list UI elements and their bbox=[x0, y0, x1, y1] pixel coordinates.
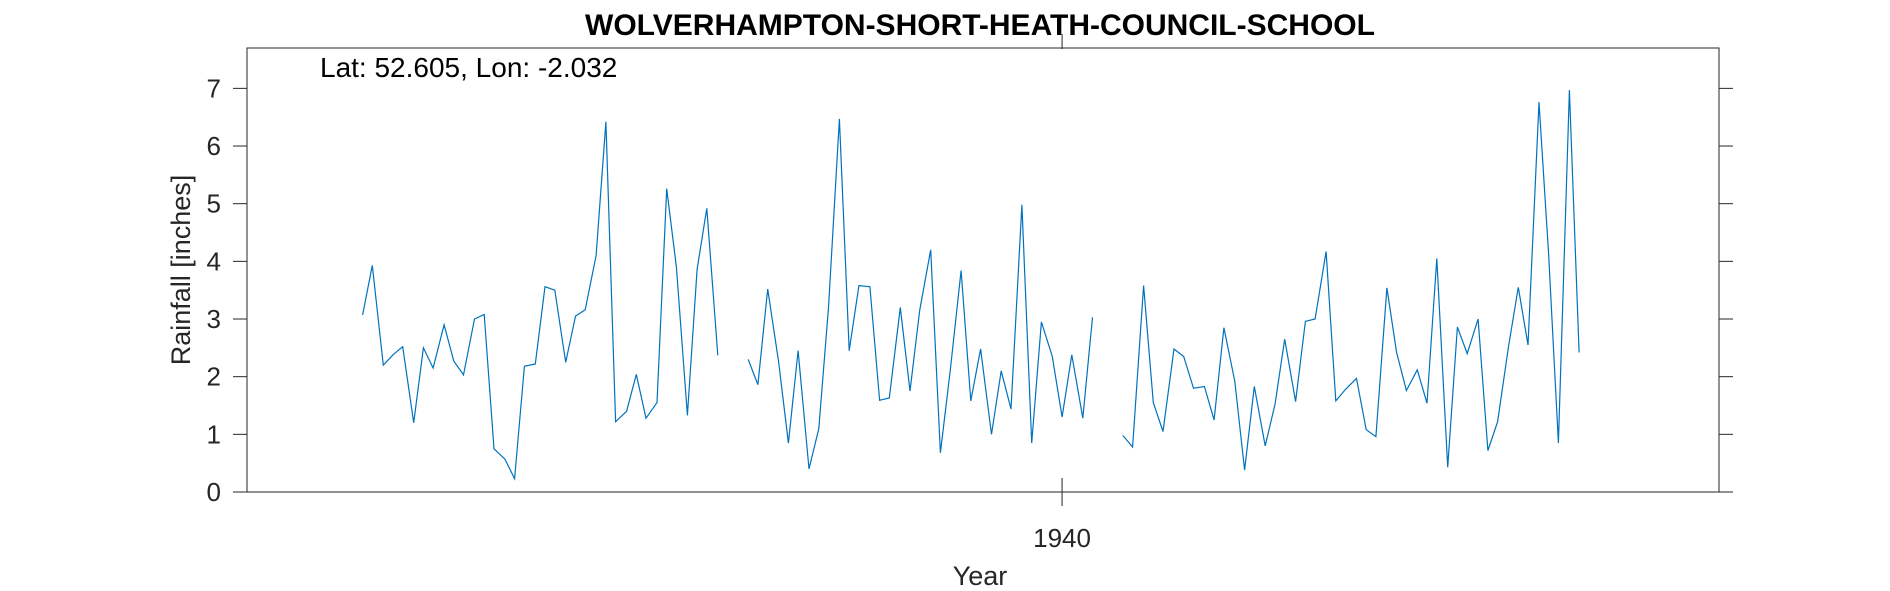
x-axis-label: Year bbox=[953, 561, 1008, 591]
y-tick-label: 6 bbox=[207, 131, 221, 161]
y-tick-label: 3 bbox=[207, 304, 221, 334]
y-tick-label: 5 bbox=[207, 189, 221, 219]
plot-area bbox=[246, 47, 1720, 493]
y-axis-label: Rainfall [inches] bbox=[166, 175, 196, 366]
axis-ticks bbox=[233, 34, 1733, 506]
series-line-segment bbox=[362, 121, 719, 481]
series-line-segment bbox=[747, 118, 1094, 470]
x-tick-label: 1940 bbox=[1033, 523, 1091, 553]
y-tick-label: 2 bbox=[207, 362, 221, 392]
series-line-segment bbox=[1122, 90, 1580, 471]
series-layer bbox=[362, 90, 1580, 481]
location-annotation: Lat: 52.605, Lon: -2.032 bbox=[320, 52, 617, 83]
y-tick-label: 1 bbox=[207, 419, 221, 449]
chart-title: WOLVERHAMPTON-SHORT-HEATH-COUNCIL-SCHOOL bbox=[585, 9, 1375, 42]
y-tick-label: 7 bbox=[207, 73, 221, 103]
tick-labels: 0 1 2 3 4 5 6 7 1940 bbox=[207, 73, 1091, 553]
y-tick-label: 0 bbox=[207, 477, 221, 507]
y-tick-label: 4 bbox=[207, 246, 221, 276]
